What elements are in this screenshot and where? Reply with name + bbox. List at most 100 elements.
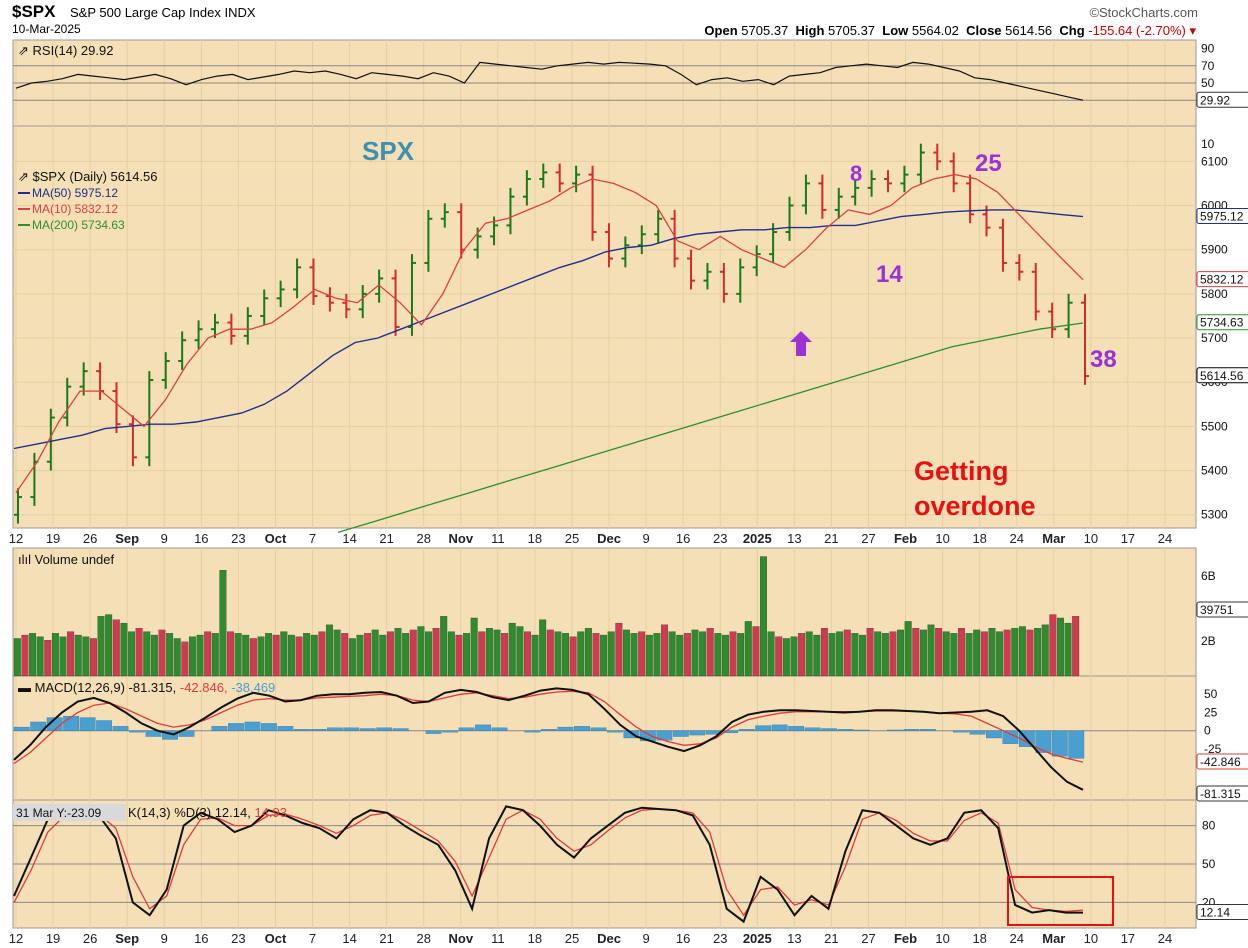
x-tick-label: Nov xyxy=(448,931,473,946)
volume-legend: ılıl Volume undef xyxy=(18,552,115,567)
macd-hist-bar xyxy=(310,729,327,731)
macd-tick-label: 50 xyxy=(1204,687,1218,701)
volume-bar xyxy=(1003,629,1011,677)
volume-bar xyxy=(432,628,440,677)
macd-hist-bar xyxy=(953,730,969,733)
macd-hist-bar xyxy=(261,723,277,731)
price-tick-label: 5900 xyxy=(1201,243,1228,257)
volume-bar xyxy=(21,634,29,677)
high-label: High xyxy=(795,23,825,38)
volume-bar xyxy=(729,631,737,677)
volume-bar xyxy=(820,628,828,677)
annotation-38: 38 xyxy=(1090,346,1117,373)
stoch-d-line xyxy=(13,808,1084,917)
macd-hist-bar xyxy=(1068,730,1085,759)
macd-hist-bar xyxy=(178,730,195,737)
x-tick-label: 19 xyxy=(46,531,60,546)
macd-hist-bar xyxy=(442,730,459,733)
crosshair-readout: 31 Mar Y:-23.09 xyxy=(16,806,101,820)
volume-bar xyxy=(539,619,547,677)
open-label: Open xyxy=(704,23,738,38)
stoch-k-line xyxy=(13,805,1083,924)
x-tick-label: 23 xyxy=(713,931,727,946)
volume-bar xyxy=(440,616,448,677)
x-tick-label: 19 xyxy=(46,931,60,946)
x-tick-label: 16 xyxy=(194,531,208,546)
volume-bar xyxy=(188,636,196,677)
volume-bar xyxy=(455,634,463,677)
volume-bar xyxy=(356,634,364,677)
volume-bar xyxy=(310,634,318,677)
x-tick-label: 17 xyxy=(1121,531,1135,546)
macd-hist-bar xyxy=(557,726,574,731)
macd-hist-bar xyxy=(1035,730,1052,753)
exchange-code: INDX xyxy=(224,5,256,20)
volume-bar xyxy=(417,626,425,677)
macd-hist-bar xyxy=(491,727,508,731)
x-tick-label: Mar xyxy=(1042,931,1065,946)
macd-hist-bar xyxy=(755,725,772,731)
volume-bar xyxy=(447,631,455,677)
macd-hist-bar xyxy=(211,726,228,731)
volume-bar xyxy=(158,629,166,677)
volume-bar xyxy=(798,633,806,677)
volume-bar xyxy=(82,636,90,677)
price-legend: ⇗ $SPX (Daily) 5614.56 xyxy=(18,169,158,184)
macd-hist-bar xyxy=(771,724,788,731)
volume-bar xyxy=(51,633,59,677)
annotation-getting: Getting xyxy=(914,456,1009,486)
price-tick-label: 5800 xyxy=(1201,287,1228,301)
x-tick-label: 23 xyxy=(231,931,245,946)
price-panel xyxy=(12,125,1197,529)
volume-bar xyxy=(181,641,189,677)
volume-bar xyxy=(904,621,912,677)
close-label: Close xyxy=(966,23,1002,38)
volume-bar xyxy=(234,633,242,677)
rsi-tick-label: 50 xyxy=(1201,76,1215,90)
volume-bar xyxy=(112,619,120,677)
macd-hist-bar xyxy=(359,728,376,731)
highlight-box xyxy=(1007,876,1114,926)
macd-hist-bar xyxy=(326,727,343,731)
volume-bar xyxy=(760,556,767,677)
close-current-value-box xyxy=(1196,367,1248,384)
volume-bar xyxy=(889,631,897,677)
macd-signal-current-value-box xyxy=(1196,753,1248,770)
macd-hist-bar xyxy=(129,730,145,733)
macd-hist-bar xyxy=(985,730,1002,739)
volume-bar xyxy=(843,629,851,677)
volume-bar xyxy=(204,631,212,677)
volume-bar xyxy=(721,634,729,677)
x-tick-label: 10 xyxy=(1084,531,1098,546)
volume-bar xyxy=(919,629,927,677)
x-tick-label: 24 xyxy=(1010,931,1024,946)
volume-bar xyxy=(219,570,227,677)
x-tick-label: 9 xyxy=(161,931,168,946)
volume-bar xyxy=(128,631,135,677)
volume-bar xyxy=(59,636,67,677)
macd-current-value: -81.315 xyxy=(1200,787,1241,801)
x-tick-label: 12 xyxy=(9,931,23,946)
volume-current-value: 39751 xyxy=(1200,603,1234,617)
volume-bar xyxy=(425,631,432,677)
stoch-legend: K(14,3) %D(3) 12.14, 14.93 xyxy=(128,805,287,820)
ma200-current-value-box xyxy=(1196,314,1248,331)
volume-bar xyxy=(714,633,722,677)
chg-label: Chg xyxy=(1059,23,1085,38)
macd-hist-bar xyxy=(425,730,442,734)
volume-bar xyxy=(805,631,813,677)
macd-hist-bar xyxy=(392,728,409,731)
volume-bar xyxy=(1057,617,1064,677)
x-tick-label: 13 xyxy=(787,931,801,946)
volume-bar xyxy=(386,631,394,677)
volume-bar xyxy=(897,629,905,677)
volume-bar xyxy=(813,634,821,677)
volume-bar xyxy=(227,631,234,677)
volume-bar xyxy=(166,633,174,677)
ma50-current-value: 5975.12 xyxy=(1200,210,1244,224)
macd-hist-bar xyxy=(672,730,689,737)
ma10-legend: MA(10) 5832.12 xyxy=(32,202,118,216)
volume-bar xyxy=(348,638,356,677)
x-tick-label: 23 xyxy=(713,531,727,546)
